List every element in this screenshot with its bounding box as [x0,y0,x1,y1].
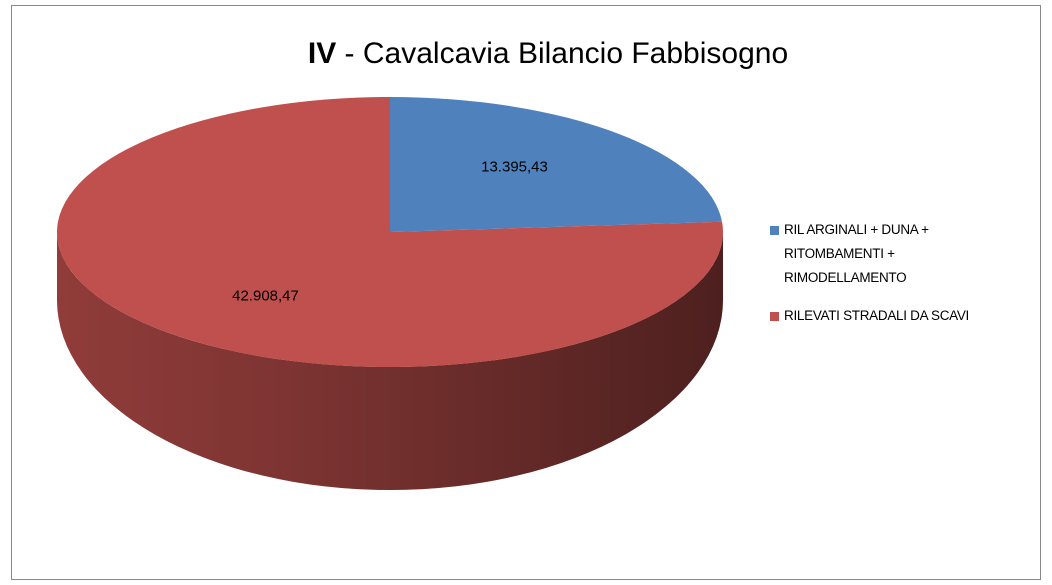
slice [57,97,724,367]
legend-label: RILEVATI STRADALI DA SCAVI [784,308,970,323]
legend-swatch [770,312,779,321]
chart-title: IV - Cavalcavia Bilancio Fabbisogno [308,37,788,70]
data-label: 42.908,47 [232,287,299,304]
legend-item: RILEVATI STRADALI DA SCAVI [770,304,1048,328]
slice [390,97,723,232]
legend: RIL ARGINALI + DUNA + RITOMBAMENTI + RIM… [770,218,1048,342]
legend-item: RIL ARGINALI + DUNA + RITOMBAMENTI + RIM… [770,218,1048,290]
legend-swatch [770,226,779,235]
data-label: 13.395,43 [481,159,548,176]
legend-label: RIL ARGINALI + DUNA + RITOMBAMENTI + RIM… [784,222,929,285]
slice-side-shade [57,232,723,490]
